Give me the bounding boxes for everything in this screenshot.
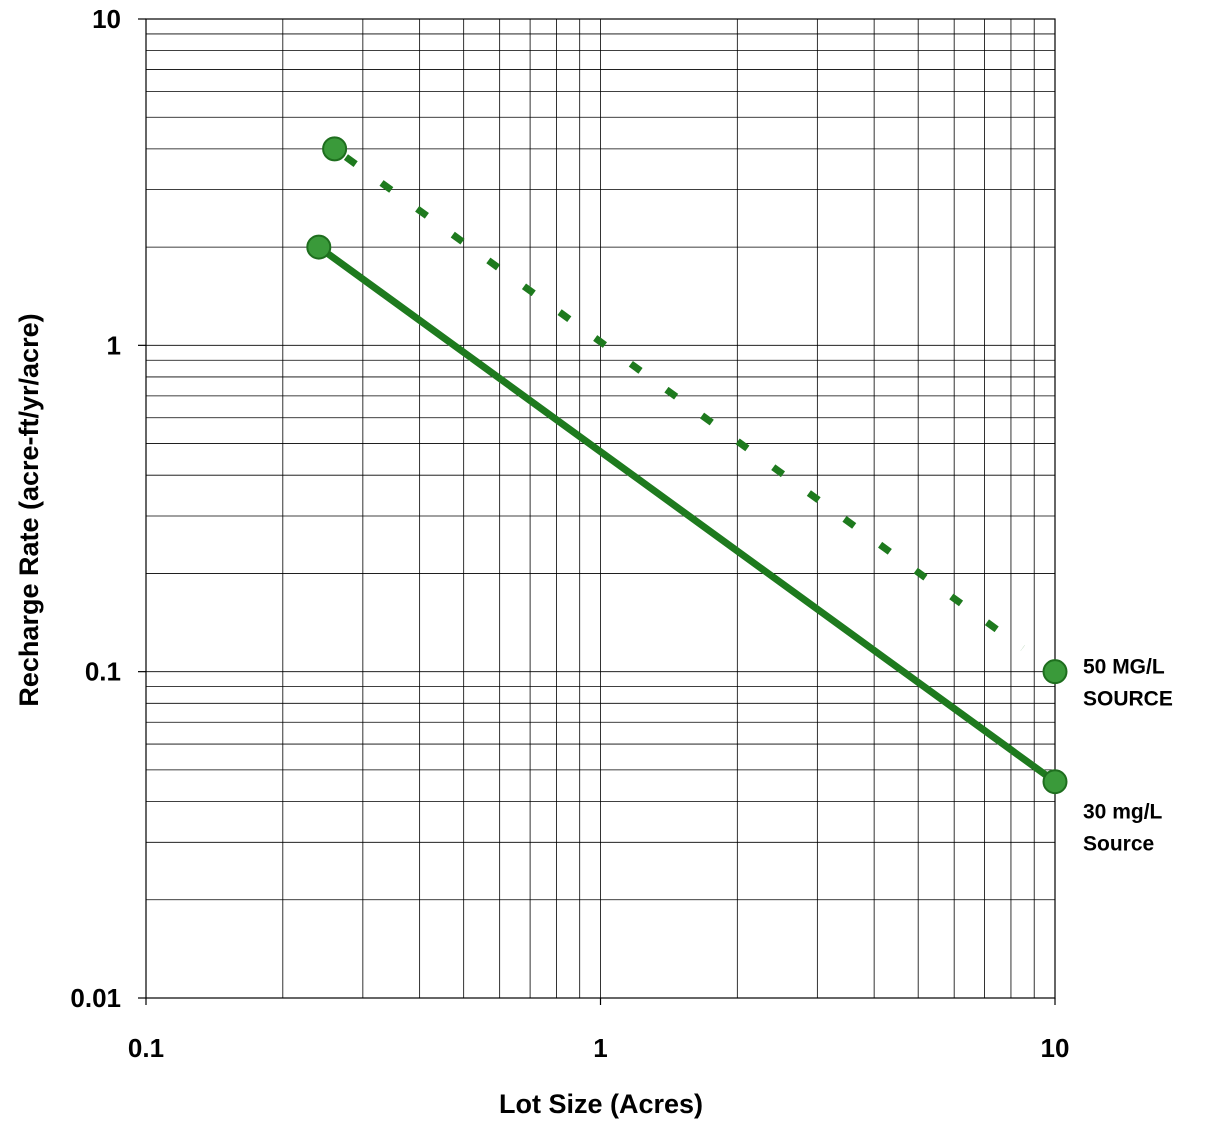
series-label: 30 mg/L: [1083, 801, 1163, 824]
y-tick-label: 0.01: [70, 983, 121, 1013]
y-tick-label: 10: [92, 4, 121, 34]
series-label: Source: [1083, 833, 1154, 856]
series-lines: [315, 154, 1059, 786]
x-tick-label: 1: [593, 1033, 607, 1063]
axis-ticks: [138, 18, 1056, 1005]
y-tick-label: 0.1: [85, 657, 121, 687]
x-axis-title: Lot Size (Acres): [499, 1089, 703, 1119]
y-axis-title: Recharge Rate (acre-ft/yr/acre): [14, 313, 44, 706]
x-tick-label: 0.1: [128, 1033, 164, 1063]
data-point: [1042, 769, 1068, 795]
grid-lines: [145, 19, 1055, 999]
x-tick-label: 10: [1041, 1033, 1070, 1063]
data-point: [322, 136, 348, 162]
data-point: [1042, 659, 1068, 685]
series-labels: 50 MG/L SOURCE 30 mg/L Source: [1083, 656, 1173, 856]
series-line-dashed: [343, 154, 1025, 652]
series-markers: [306, 136, 1068, 795]
series-label: SOURCE: [1083, 688, 1173, 711]
data-point: [306, 234, 332, 260]
series-label: 50 MG/L: [1083, 656, 1165, 679]
y-tick-label: 1: [107, 330, 121, 360]
series-line-solid: [315, 243, 1059, 786]
